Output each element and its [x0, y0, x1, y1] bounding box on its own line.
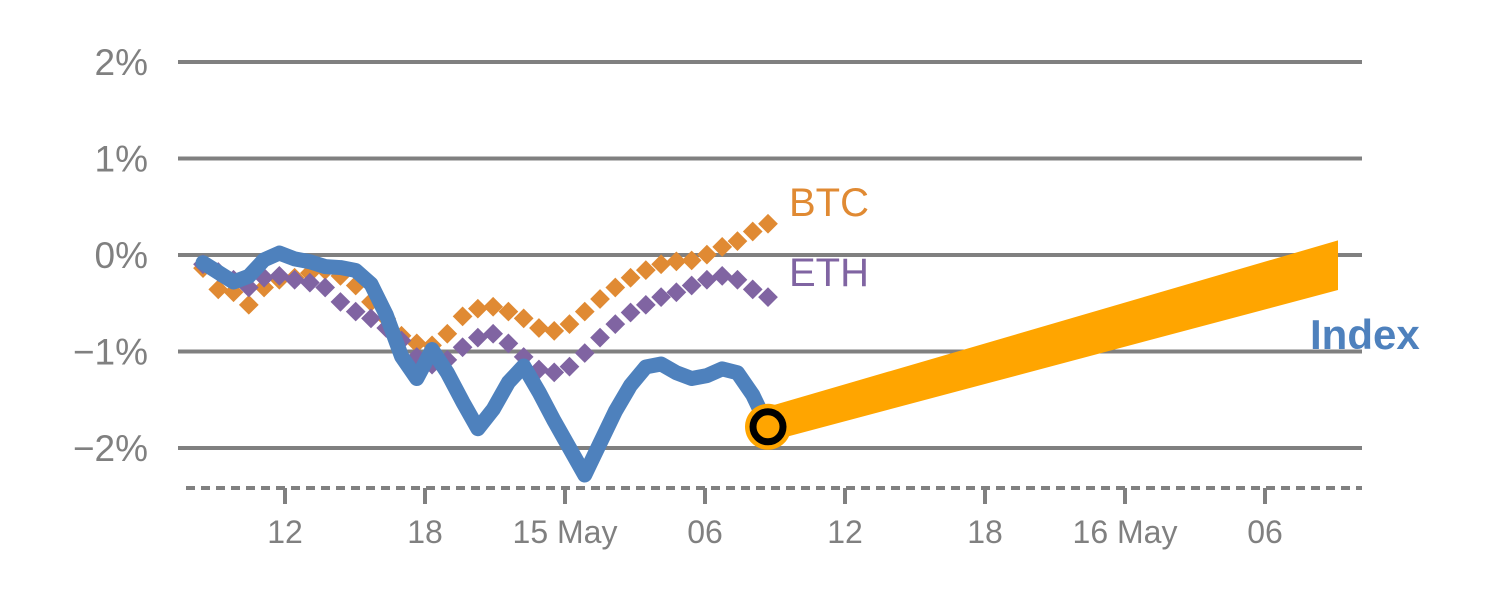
btc-dot-marker	[406, 333, 427, 354]
eth-dot-marker	[742, 279, 763, 300]
x-axis-tick-label: 06	[687, 514, 723, 550]
eth-dot-marker	[681, 275, 702, 296]
eth-dot-marker	[483, 323, 504, 344]
series-label-eth: ETH	[789, 251, 869, 295]
y-axis-tick-label: 1%	[95, 139, 148, 180]
series-label-index: Index	[1310, 311, 1420, 358]
series-eth-dotted-line	[193, 254, 778, 383]
series-label-btc: BTC	[789, 181, 869, 225]
x-axis-tick-label: 15 May	[513, 514, 618, 550]
eth-dot-marker	[300, 272, 320, 293]
y-axis-tick-label: −1%	[73, 332, 148, 373]
x-axis-tick-label: 12	[827, 514, 863, 550]
btc-dot-marker	[513, 308, 534, 329]
eth-dot-marker	[590, 327, 610, 348]
btc-dot-marker	[651, 254, 671, 275]
btc-dot-marker	[559, 314, 580, 334]
y-axis-tick-label: 0%	[95, 235, 148, 276]
eth-dot-marker	[345, 301, 366, 322]
btc-dot-marker	[452, 306, 473, 327]
forecast-wedge-path	[768, 240, 1338, 442]
eth-dot-marker	[574, 343, 595, 363]
eth-dot-marker	[467, 327, 488, 348]
btc-dot-marker	[697, 244, 717, 265]
eth-dot-marker	[559, 356, 580, 377]
btc-dot-marker	[635, 260, 656, 280]
btc-dot-marker	[483, 296, 504, 317]
eth-dot-marker	[315, 277, 336, 298]
btc-dot-marker	[574, 301, 595, 322]
x-axis-tick-label: 12	[267, 514, 303, 550]
eth-dot-marker	[361, 308, 381, 329]
eth-dot-marker	[620, 302, 641, 323]
btc-dot-marker	[208, 279, 229, 300]
y-axis-tick-label: 2%	[95, 42, 148, 83]
x-axis-tick-label: 18	[967, 514, 1003, 550]
x-axis-tick-label: 16 May	[1073, 514, 1178, 550]
btc-dot-marker	[727, 231, 748, 251]
x-axis-tick-marks	[283, 488, 1267, 504]
eth-dot-marker	[697, 269, 717, 290]
btc-dot-marker	[758, 213, 778, 234]
eth-dot-marker	[666, 282, 687, 303]
y-axis-tick-label: −2%	[73, 428, 148, 469]
eth-dot-marker	[635, 294, 656, 315]
forecast-start-marker	[745, 403, 791, 450]
index-forecast-wedge	[768, 240, 1338, 442]
eth-dot-marker	[330, 292, 351, 312]
marker-ring	[749, 408, 787, 446]
eth-dot-marker	[651, 287, 671, 307]
eth-dot-marker	[727, 269, 748, 290]
index-line-path	[195, 245, 776, 483]
eth-dot-marker	[605, 314, 626, 334]
x-axis-tick-label: 06	[1247, 514, 1283, 550]
btc-dot-marker	[529, 318, 549, 338]
btc-dot-marker	[544, 321, 565, 341]
btc-dot-marker	[238, 294, 259, 315]
btc-dot-marker	[605, 277, 626, 298]
btc-dot-marker	[681, 250, 702, 271]
x-axis-tick-label: 18	[407, 514, 443, 550]
eth-dot-marker	[269, 266, 290, 286]
btc-dot-marker	[742, 221, 763, 242]
eth-dot-marker	[758, 287, 778, 307]
x-axis-tick-labels: 12 18 15 May 06 12 18 16 May 06	[267, 514, 1283, 550]
btc-dot-marker	[437, 323, 458, 344]
y-axis-tick-labels: 2% 1% 0% −1% −2%	[73, 42, 148, 469]
series-index-line	[195, 245, 776, 483]
eth-dot-marker	[452, 337, 473, 358]
btc-dot-marker	[712, 237, 733, 257]
eth-dot-marker	[284, 269, 305, 290]
eth-dot-marker	[544, 362, 565, 383]
btc-dot-marker	[590, 289, 610, 309]
btc-dot-marker	[467, 298, 488, 319]
btc-dot-marker	[620, 267, 641, 288]
gridlines	[178, 60, 1362, 450]
eth-dot-marker	[712, 266, 733, 286]
